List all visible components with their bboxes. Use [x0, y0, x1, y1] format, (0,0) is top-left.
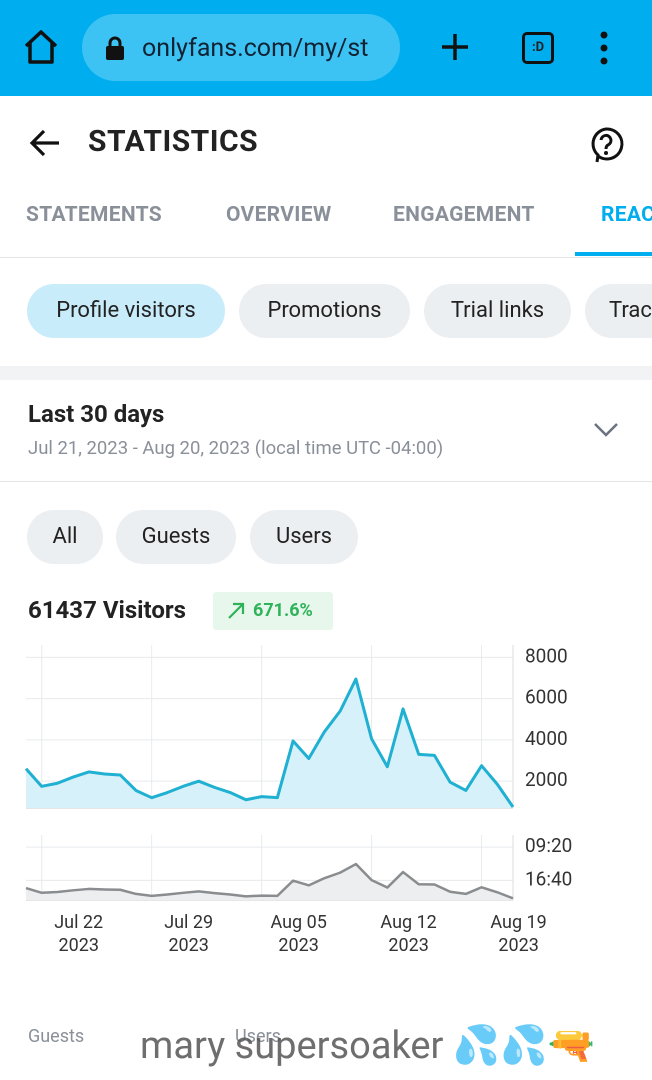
series-line: [24, 677, 515, 808]
y-tick-label: 8000: [525, 644, 568, 667]
navigator-line: [25, 862, 514, 900]
y-tick-label: 16:40: [525, 867, 572, 890]
change-badge: 671.6%: [213, 592, 333, 630]
separator: [0, 366, 652, 380]
filter-chip[interactable]: Guests: [116, 510, 236, 564]
dropdown-chevron[interactable]: [592, 420, 620, 440]
back-button[interactable]: [28, 126, 62, 160]
chip[interactable]: Trial links: [424, 284, 571, 338]
divider: [0, 257, 652, 258]
tab[interactable]: STATEMENTS: [26, 203, 163, 227]
x-tick-label: Jul 22 2023: [54, 912, 104, 956]
url-bar[interactable]: onlyfans.com/my/st: [82, 14, 400, 81]
y-tick-label: 6000: [525, 686, 568, 709]
chip[interactable]: Trac: [585, 284, 652, 338]
period-range: Jul 21, 2023 - Aug 20, 2023 (local time …: [28, 437, 444, 459]
x-tick-label: Aug 12 2023: [380, 912, 437, 956]
browser-bar: onlyfans.com/my/st :D: [0, 0, 652, 96]
tab-count[interactable]: :D: [522, 32, 554, 64]
trend-arrow: [228, 602, 245, 619]
help-button[interactable]: [588, 126, 624, 164]
y-tick-label: 2000: [525, 768, 568, 791]
period-label[interactable]: Last 30 days: [28, 400, 165, 428]
chip[interactable]: Promotions: [239, 284, 410, 338]
lock-icon: [106, 36, 124, 60]
x-tick-label: Aug 19 2023: [490, 912, 547, 956]
navigator-area: [26, 864, 513, 900]
filter-chip[interactable]: All: [27, 510, 103, 564]
filter-chip[interactable]: Users: [250, 510, 358, 564]
y-tick-label: 09:20: [525, 834, 572, 857]
home-button[interactable]: [22, 28, 60, 66]
series-area: [26, 679, 513, 808]
page-title: STATISTICS: [88, 124, 259, 159]
watermark: mary supersoaker 💦💦🔫: [140, 1024, 595, 1068]
y-tick-label: 4000: [525, 727, 568, 750]
divider: [0, 481, 652, 482]
tab[interactable]: ENGAGEMENT: [393, 203, 535, 227]
tab[interactable]: REAC: [601, 203, 652, 227]
change-value: 671.6%: [253, 600, 313, 621]
chart: 2000 4000 6000 8000 09:20 16:40: [24, 644, 572, 901]
visitors-total: 61437 Visitors: [28, 596, 186, 624]
column-header: Users: [235, 1026, 281, 1047]
tab-indicator: [575, 252, 652, 256]
x-tick-label: Jul 29 2023: [164, 912, 214, 956]
x-tick-label: Aug 05 2023: [270, 912, 327, 956]
new-tab-button[interactable]: [440, 32, 470, 62]
tab[interactable]: OVERVIEW: [226, 203, 332, 227]
url-text: onlyfans.com/my/st: [142, 34, 369, 63]
menu-button[interactable]: [596, 30, 612, 66]
column-header: Guests: [28, 1026, 85, 1047]
chip[interactable]: Profile visitors: [27, 284, 225, 338]
